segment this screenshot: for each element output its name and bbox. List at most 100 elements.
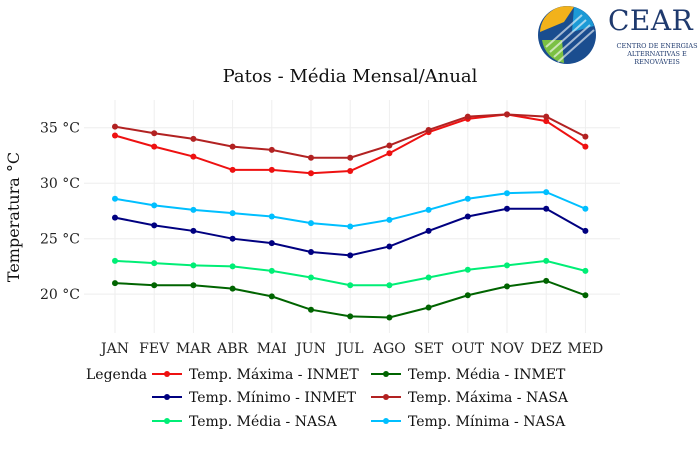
- data-point: [543, 118, 550, 125]
- x-tick-label: NOV: [490, 341, 524, 357]
- data-point: [308, 306, 314, 313]
- data-point: [347, 313, 354, 320]
- cear-logo-globe-icon: [538, 6, 596, 64]
- data-point: [190, 282, 197, 289]
- data-point: [582, 292, 589, 299]
- data-point: [347, 223, 354, 230]
- data-point: [151, 260, 158, 267]
- data-point: [582, 205, 589, 212]
- data-point: [112, 132, 118, 139]
- data-point: [151, 130, 158, 137]
- legend-item: Temp. Máxima - INMET: [152, 367, 359, 383]
- x-tick-label: MAR: [176, 341, 211, 357]
- data-point: [268, 240, 275, 247]
- data-point: [347, 168, 354, 175]
- data-point: [347, 252, 354, 259]
- data-point: [229, 285, 236, 292]
- legend-item: Temp. Média - INMET: [371, 367, 566, 383]
- x-tick-label: ABR: [216, 341, 248, 357]
- y-tick-label: 30 °C: [40, 176, 80, 192]
- legend-label: Temp. Média - NASA: [189, 414, 338, 430]
- legend-label: Temp. Máxima - INMET: [189, 367, 359, 383]
- data-point: [268, 146, 275, 153]
- legend-label: Temp. Média - INMET: [408, 367, 566, 383]
- x-tick-label: MAI: [257, 341, 287, 357]
- legend-item: Temp. Mínima - NASA: [371, 414, 566, 430]
- data-point: [386, 282, 393, 289]
- x-tick-label: FEV: [139, 341, 170, 357]
- legend-swatch-point: [164, 418, 170, 424]
- legend-swatch-point: [164, 371, 170, 377]
- series-lines: [112, 111, 589, 321]
- data-point: [112, 195, 118, 202]
- data-point: [268, 166, 275, 173]
- data-point: [464, 292, 471, 299]
- data-point: [229, 143, 236, 150]
- series-1: [112, 277, 589, 321]
- legend-item: Temp. Mínimo - INMET: [152, 390, 357, 406]
- data-point: [308, 170, 314, 177]
- data-point: [190, 227, 197, 234]
- data-point: [582, 227, 589, 234]
- data-point: [582, 143, 589, 150]
- cear-logo-subtitle-line1: CENTRO DE ENERGIAS: [616, 42, 698, 50]
- y-tick-label: 25 °C: [40, 232, 80, 248]
- data-point: [151, 222, 158, 229]
- y-tick-labels: 20 °C 25 °C 30 °C 35 °C: [40, 121, 80, 303]
- data-point: [543, 205, 550, 212]
- data-point: [543, 113, 550, 120]
- data-point: [308, 274, 314, 281]
- legend-label: Temp. Mínima - NASA: [408, 414, 566, 430]
- data-point: [347, 282, 354, 289]
- data-point: [268, 267, 275, 274]
- data-point: [504, 190, 510, 197]
- x-tick-label: MED: [568, 341, 604, 357]
- y-tick-label: 35 °C: [40, 121, 80, 137]
- legend-swatch-point: [383, 394, 389, 400]
- data-point: [425, 274, 432, 281]
- data-point: [229, 263, 236, 270]
- data-point: [425, 304, 432, 311]
- data-point: [190, 206, 197, 213]
- legend-label: Temp. Mínimo - INMET: [189, 390, 357, 406]
- data-point: [268, 293, 275, 300]
- data-point: [504, 111, 510, 118]
- data-point: [386, 142, 393, 149]
- cear-logo-subtitle: CENTRO DE ENERGIAS ALTERNATIVAS E RENOVÁ…: [614, 42, 700, 66]
- data-point: [308, 220, 314, 227]
- data-point: [151, 143, 158, 150]
- data-point: [112, 123, 118, 130]
- y-tick-label: 20 °C: [40, 287, 80, 303]
- data-point: [308, 249, 314, 256]
- data-point: [543, 189, 550, 196]
- legend-item: Temp. Média - NASA: [152, 414, 338, 430]
- x-tick-label: JAN: [99, 341, 129, 357]
- data-point: [386, 314, 393, 321]
- cear-logo-text: CEAR: [608, 4, 694, 37]
- data-point: [112, 280, 118, 287]
- series-4: [112, 257, 589, 289]
- data-point: [268, 213, 275, 220]
- data-point: [112, 257, 118, 264]
- x-tick-label: JUN: [294, 341, 326, 357]
- data-point: [151, 282, 158, 289]
- data-point: [190, 262, 197, 269]
- legend-swatch-point: [383, 418, 389, 424]
- data-point: [386, 150, 393, 157]
- x-tick-labels: JAN FEV MAR ABR MAI JUN JUL AGO SET OUT NOV DEZ MED: [99, 341, 603, 357]
- data-point: [464, 113, 471, 120]
- data-point: [112, 214, 118, 221]
- data-point: [190, 153, 197, 160]
- data-point: [386, 243, 393, 250]
- data-point: [464, 213, 471, 220]
- data-point: [151, 202, 158, 209]
- data-point: [582, 267, 589, 274]
- legend-label: Temp. Máxima - NASA: [408, 390, 569, 406]
- data-point: [229, 166, 236, 173]
- legend-swatch-point: [383, 371, 389, 377]
- data-point: [543, 277, 550, 284]
- data-point: [464, 266, 471, 273]
- x-tick-label: AGO: [372, 341, 406, 357]
- series-3: [112, 111, 589, 161]
- data-point: [308, 154, 314, 161]
